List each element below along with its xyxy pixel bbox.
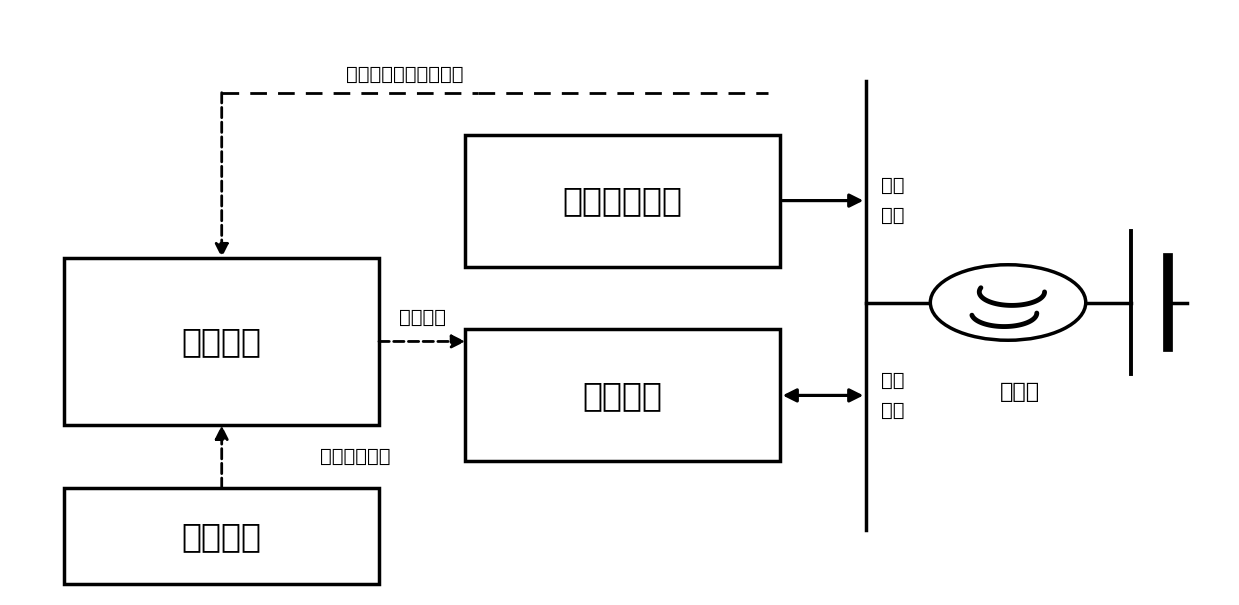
- Text: 大电网: 大电网: [1000, 382, 1041, 402]
- Text: 输出: 输出: [881, 176, 904, 195]
- Bar: [466, 330, 779, 462]
- Text: 控制系统: 控制系统: [182, 325, 261, 358]
- Text: 功率: 功率: [881, 371, 904, 390]
- Text: 功率: 功率: [881, 206, 904, 225]
- Text: 光伏预测功率: 光伏预测功率: [321, 447, 390, 466]
- Text: 预测系统: 预测系统: [182, 520, 261, 553]
- Bar: [64, 258, 379, 425]
- Text: 光伏发电系统: 光伏发电系统: [563, 184, 683, 217]
- Text: 光伏发电系统功率反馈: 光伏发电系统功率反馈: [347, 65, 463, 83]
- Text: 交换: 交换: [881, 401, 904, 420]
- Text: 功率指令: 功率指令: [399, 307, 446, 327]
- Text: 储能装置: 储能装置: [582, 379, 663, 412]
- Bar: [64, 488, 379, 584]
- Bar: [466, 135, 779, 267]
- Circle shape: [930, 265, 1085, 340]
